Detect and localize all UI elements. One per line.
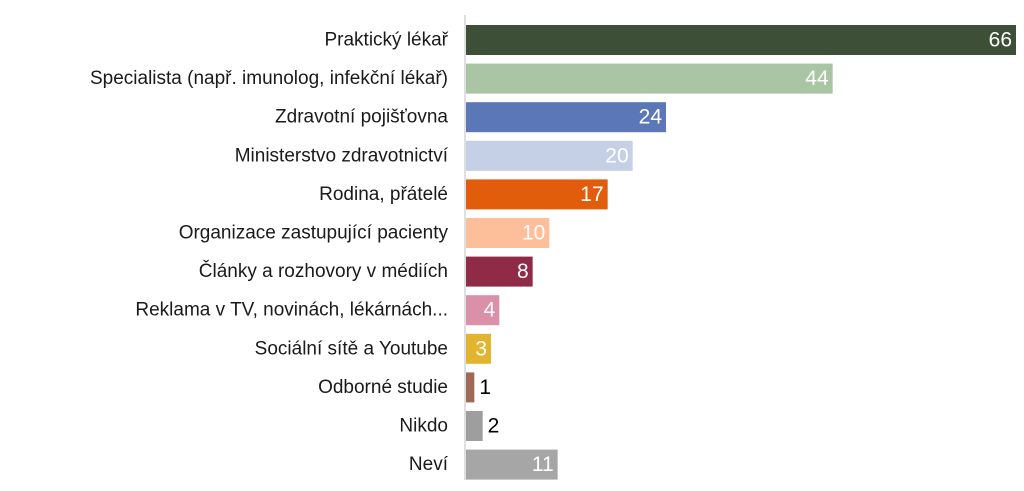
value-label-7: 4 <box>484 299 496 322</box>
value-label-0: 66 <box>989 29 1012 52</box>
category-label-1: Specialista (např. imunolog, infekční lé… <box>90 68 448 89</box>
category-label-9: Odborné studie <box>318 377 448 398</box>
value-label-6: 8 <box>517 260 529 283</box>
category-label-10: Nikdo <box>399 416 448 437</box>
bar-3 <box>466 140 633 171</box>
bar-4 <box>466 179 608 210</box>
bar-8 <box>466 333 491 364</box>
bar-9 <box>466 372 475 403</box>
category-label-11: Neví <box>409 454 449 475</box>
bar-7 <box>466 295 500 326</box>
bar-6 <box>466 256 533 287</box>
category-labels-layer: Praktický lékař Specialista (např. imunol… <box>90 30 449 476</box>
value-label-11: 11 <box>532 453 554 476</box>
category-label-2: Zdravotní pojišťovna <box>275 107 448 128</box>
category-label-0: Praktický lékař <box>324 30 448 51</box>
value-label-10: 2 <box>488 415 500 438</box>
bar-5 <box>466 218 550 248</box>
bar-0 <box>466 25 1016 55</box>
category-label-7: Reklama v TV, novinách, lékárnách... <box>135 300 448 321</box>
bars-layer <box>466 25 1016 480</box>
bar-11 <box>466 449 558 480</box>
value-label-5: 10 <box>522 222 545 245</box>
bar-1 <box>466 63 833 94</box>
category-label-3: Ministerstvo zdravotnictví <box>235 145 449 166</box>
category-label-4: Rodina, přátelé <box>319 184 448 205</box>
category-label-6: Články a rozhovory v médiích <box>199 260 448 282</box>
bar-10 <box>466 411 483 441</box>
value-label-9: 1 <box>479 376 491 399</box>
value-label-4: 17 <box>580 183 603 206</box>
category-label-5: Organizace zastupující pacienty <box>179 223 449 244</box>
value-label-3: 20 <box>605 144 628 167</box>
value-label-1: 44 <box>805 67 829 90</box>
value-label-2: 24 <box>639 106 663 129</box>
value-label-8: 3 <box>475 337 487 360</box>
category-label-8: Sociální sítě a Youtube <box>255 338 448 359</box>
bar-2 <box>466 102 666 133</box>
